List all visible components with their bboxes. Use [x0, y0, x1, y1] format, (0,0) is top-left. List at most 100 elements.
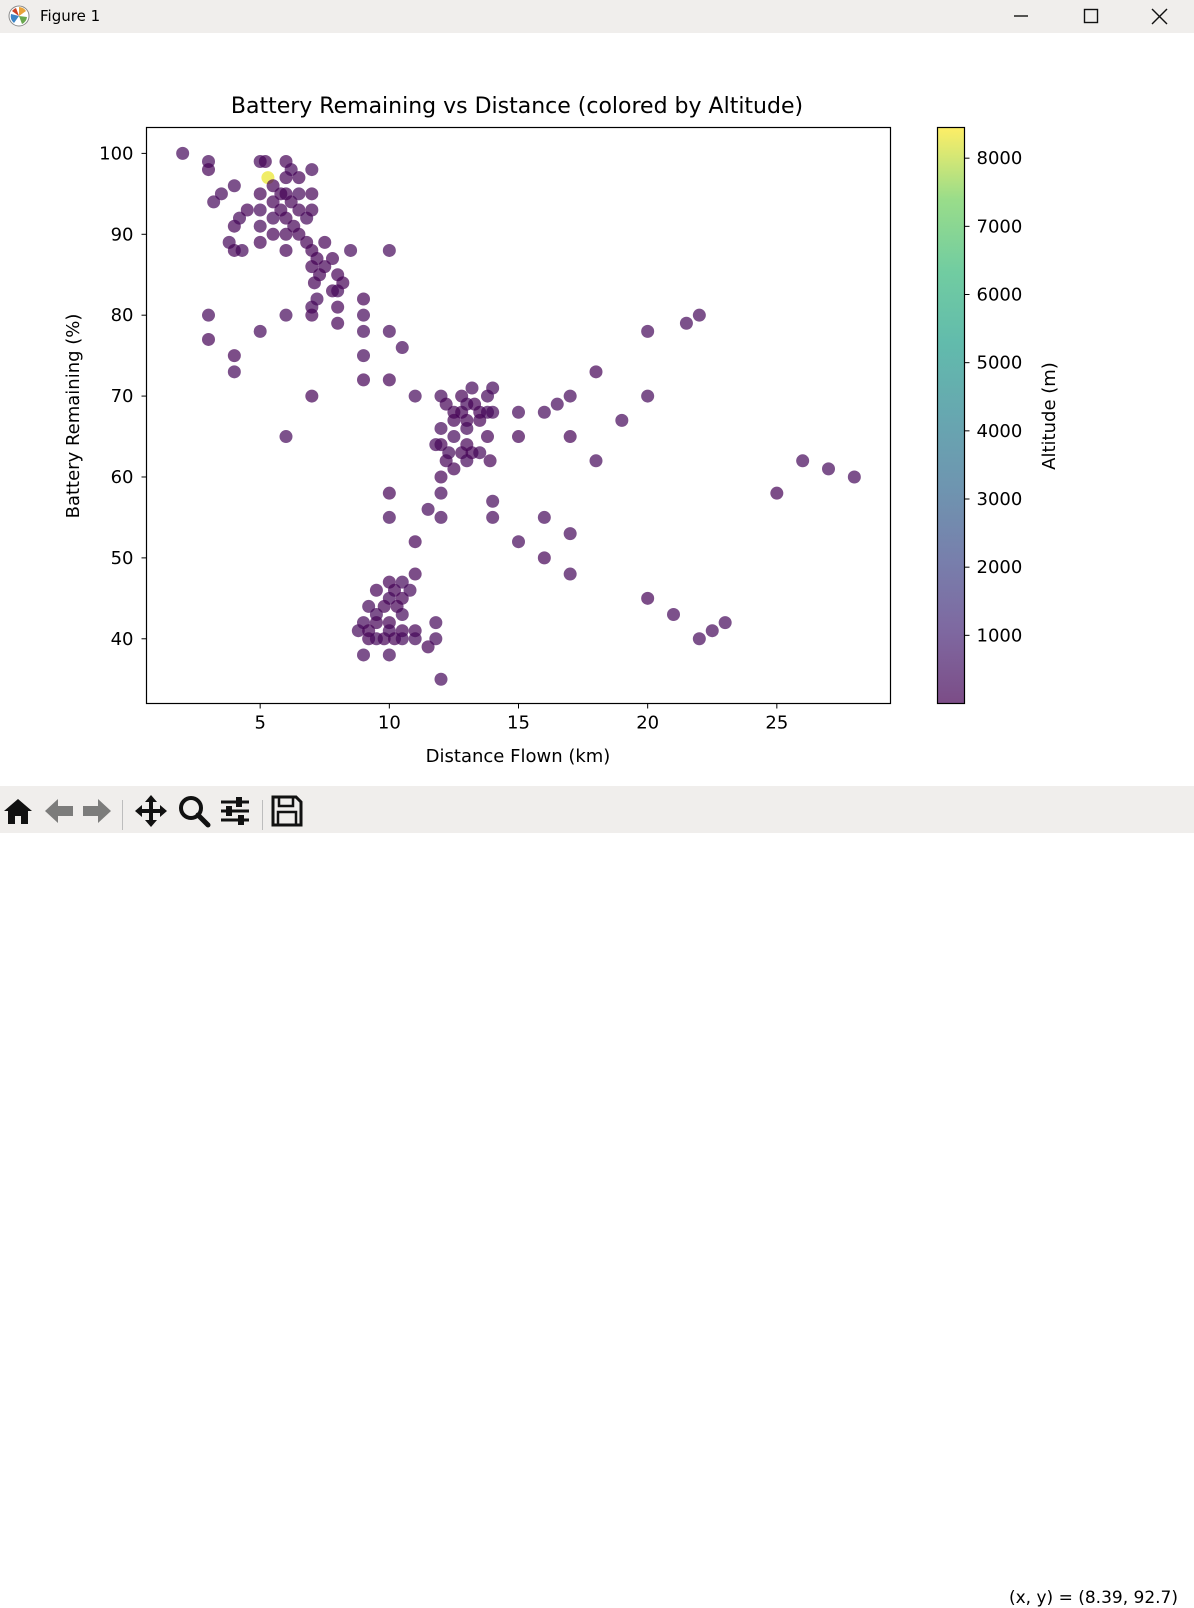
- colorbar: [936, 126, 966, 705]
- scatter-point: [284, 163, 298, 177]
- scatter-point: [382, 243, 396, 257]
- cursor-coordinates: (x, y) = (8.39, 92.7): [1008, 1588, 1178, 1608]
- home-button[interactable]: [1, 794, 35, 828]
- scatter-point: [481, 430, 494, 444]
- tick-label: 10: [378, 713, 401, 734]
- scatter-point: [253, 324, 267, 338]
- toolbar-separator: [262, 800, 263, 830]
- scatter-point: [692, 308, 706, 322]
- scatter-point: [305, 163, 319, 177]
- forward-button[interactable]: [80, 794, 114, 828]
- scatter-point: [227, 179, 241, 193]
- maximize-button[interactable]: [1056, 0, 1126, 33]
- title-bar: Figure 1: [0, 0, 1194, 33]
- scatter-point: [284, 195, 298, 209]
- scatter-point: [235, 243, 249, 257]
- scatter-point: [233, 211, 246, 225]
- scatter-point: [305, 389, 319, 403]
- scatter-point: [266, 195, 280, 209]
- scatter-point: [279, 211, 293, 225]
- tick-label: 70: [111, 386, 134, 407]
- pan-icon: [135, 795, 167, 827]
- zoom-button[interactable]: [177, 794, 211, 828]
- scatter-point: [429, 438, 443, 452]
- figure-canvas[interactable]: Battery Remaining vs Distance (colored b…: [0, 33, 1194, 786]
- scatter-point: [336, 276, 350, 290]
- scatter-point: [705, 624, 719, 638]
- tick-label: 6000: [977, 285, 1023, 306]
- pan-button[interactable]: [134, 794, 168, 828]
- scatter-point: [641, 324, 655, 338]
- navigation-toolbar: (x, y) = (8.39, 92.7): [0, 786, 1194, 1608]
- scatter-point: [421, 502, 435, 516]
- back-icon: [45, 799, 73, 823]
- tick-label: 3000: [977, 489, 1023, 510]
- tick-label: 25: [765, 713, 788, 734]
- scatter-point: [305, 308, 319, 322]
- scatter-point: [305, 187, 319, 201]
- scatter-point: [362, 599, 376, 613]
- scatter-point: [486, 494, 500, 508]
- scatter-point: [331, 300, 345, 314]
- scatter-point: [382, 373, 396, 387]
- back-button[interactable]: [42, 794, 76, 828]
- scatter-point: [486, 381, 500, 395]
- tick-label: 50: [111, 548, 134, 569]
- scatter-point: [292, 171, 306, 185]
- tick-label: 2000: [977, 557, 1023, 578]
- tick-label: 100: [99, 143, 133, 164]
- y-axis-ticks: 40 50 60 70 80 90 100: [99, 143, 147, 650]
- scatter-point: [377, 599, 391, 613]
- configure-subplots-button[interactable]: [218, 794, 252, 828]
- scatter-point: [563, 430, 577, 444]
- scatter-point: [692, 632, 706, 646]
- scatter-point: [537, 551, 551, 565]
- scatter-point: [465, 381, 479, 395]
- scatter-point: [266, 227, 280, 241]
- scatter-point: [641, 389, 655, 403]
- scatter-point: [382, 510, 396, 524]
- home-icon: [4, 799, 32, 824]
- scatter-point: [305, 203, 319, 217]
- scatter-point: [202, 332, 215, 346]
- scatter-point: [408, 535, 422, 549]
- scatter-point: [279, 308, 293, 322]
- scatter-point: [486, 405, 500, 419]
- scatter-point: [550, 397, 564, 411]
- minimize-button[interactable]: [986, 0, 1056, 33]
- scatter-point: [473, 446, 487, 460]
- scatter-point: [473, 413, 487, 427]
- scatter-point: [253, 219, 267, 233]
- scatter-point: [382, 486, 396, 500]
- scatter-point: [667, 608, 680, 622]
- scatter-point: [408, 632, 422, 646]
- scatter-point: [258, 154, 272, 168]
- scatter-point: [279, 227, 293, 241]
- scatter-point: [292, 203, 306, 217]
- scatter-point: [176, 146, 190, 160]
- close-button[interactable]: [1124, 0, 1194, 33]
- x-axis-ticks: 5 10 15 20 25: [254, 703, 788, 734]
- scatter-point: [822, 462, 835, 476]
- scatter-point: [460, 421, 474, 435]
- window-title: Figure 1: [40, 7, 101, 25]
- scatter-point: [512, 535, 525, 549]
- scatter-point: [442, 446, 456, 460]
- scatter-point: [310, 252, 324, 266]
- scatter-point: [421, 640, 435, 654]
- y-axis-label: Battery Remaining (%): [63, 314, 84, 519]
- tick-label: 80: [111, 305, 134, 326]
- save-button[interactable]: [270, 794, 304, 828]
- scatter-point: [326, 252, 339, 266]
- scatter-point: [641, 591, 655, 605]
- scatter-point: [486, 510, 500, 524]
- scatter-point: [382, 324, 396, 338]
- scatter-point: [227, 349, 241, 363]
- maximize-icon: [1083, 8, 1099, 24]
- tick-label: 1000: [977, 625, 1023, 646]
- matplotlib-logo-icon: [8, 5, 30, 27]
- scatter-point: [434, 510, 448, 524]
- scatter-point: [589, 454, 603, 468]
- scatter-point: [718, 616, 732, 630]
- tick-label: 5: [254, 713, 265, 734]
